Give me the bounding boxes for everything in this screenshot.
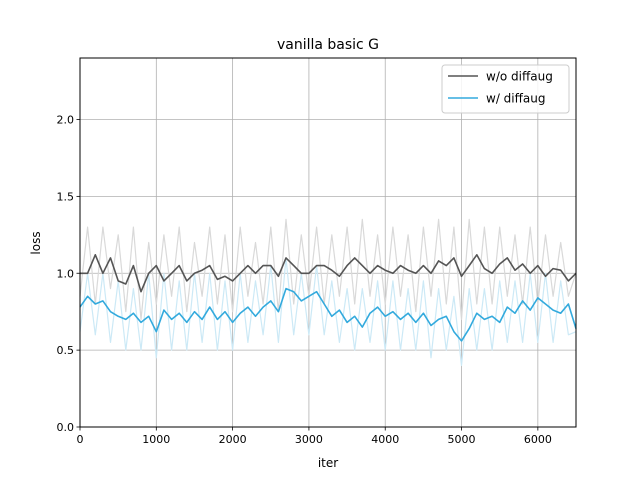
x-tick-label: 1000 [142, 433, 170, 446]
x-axis-label: iter [318, 456, 338, 470]
legend-label-wo-diffaug: w/o diffaug [486, 70, 553, 84]
y-axis-ticks: 0.0 0.5 1.0 1.5 2.0 [57, 114, 80, 434]
y-tick-label: 0.5 [57, 344, 75, 357]
smoothed-series-layer [79, 254, 577, 342]
x-tick-label: 4000 [371, 433, 399, 446]
x-tick-label: 5000 [448, 433, 476, 446]
raw-line-w-diffaug [79, 257, 577, 367]
x-tick-label: 2000 [219, 433, 247, 446]
series-line-w-diffaug [79, 287, 577, 342]
series-line-w-o-diffaug [80, 254, 577, 293]
y-tick-label: 1.0 [57, 267, 75, 280]
x-tick-label: 3000 [295, 433, 323, 446]
x-tick-label: 0 [77, 433, 84, 446]
legend-box [441, 64, 570, 114]
raw-series-layer [79, 218, 577, 367]
raw-line-w-o-diffaug [79, 218, 577, 320]
y-axis-label: loss [29, 231, 43, 254]
y-tick-label: 0.0 [57, 421, 75, 434]
legend: w/o diffaug w/ diffaug [441, 64, 570, 114]
legend-label-w-diffaug: w/ diffaug [486, 92, 545, 106]
chart-title: vanilla basic G [277, 37, 379, 53]
y-tick-label: 1.5 [57, 190, 75, 203]
x-tick-label: 6000 [524, 433, 552, 446]
x-axis-ticks: 0 1000 2000 3000 4000 5000 6000 [77, 427, 552, 446]
plot-frame [79, 57, 577, 428]
y-tick-label: 2.0 [57, 114, 75, 127]
